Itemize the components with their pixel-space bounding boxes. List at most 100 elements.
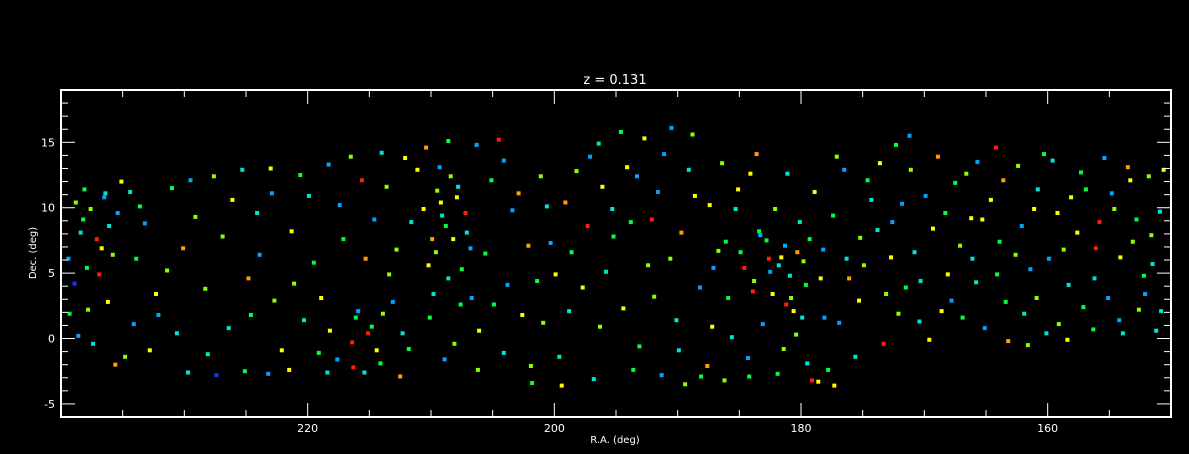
data-point [230, 197, 235, 202]
data-point [269, 191, 274, 196]
data-point [380, 311, 385, 316]
data-point [128, 190, 133, 194]
data-point [535, 279, 540, 283]
data-point [544, 204, 549, 209]
data-point [894, 142, 898, 147]
data-point [78, 230, 83, 235]
data-point [105, 299, 110, 304]
data-point [327, 328, 332, 333]
data-point [1034, 296, 1039, 300]
data-point [588, 154, 593, 159]
data-point [372, 217, 377, 222]
data-point [822, 315, 827, 320]
data-point [679, 230, 684, 235]
data-point [1146, 174, 1151, 179]
data-point [610, 207, 615, 211]
data-point [541, 320, 546, 325]
data-point [918, 279, 923, 283]
data-point [1001, 178, 1006, 183]
data-point [137, 204, 142, 209]
data-point [635, 174, 639, 179]
data-point [426, 263, 431, 268]
data-point [853, 354, 858, 359]
data-point [805, 361, 810, 366]
data-point [456, 184, 461, 189]
data-point [390, 299, 395, 304]
data-point [103, 191, 108, 196]
data-point [927, 337, 932, 342]
data-point [1003, 299, 1008, 304]
data-point [113, 362, 118, 367]
data-point [758, 233, 763, 238]
data-point [86, 307, 91, 312]
data-point [750, 289, 755, 294]
data-point [156, 313, 161, 317]
data-point [1081, 305, 1086, 310]
data-point [964, 171, 969, 176]
data-point [831, 213, 836, 218]
data-point [553, 272, 558, 277]
data-point [746, 356, 750, 361]
data-point [97, 272, 102, 277]
data-point [226, 326, 231, 331]
data-point [557, 354, 562, 359]
data-point [415, 167, 420, 172]
data-point [674, 318, 679, 323]
data-point [844, 256, 849, 261]
data-point [801, 259, 806, 264]
data-point [1013, 252, 1018, 257]
data-point [421, 207, 426, 211]
data-point [203, 286, 208, 291]
data-point [733, 207, 738, 211]
data-point [510, 208, 515, 213]
data-point [686, 167, 691, 172]
data-point [181, 246, 186, 251]
data-point [255, 211, 260, 215]
data-point [783, 243, 787, 248]
data-point [917, 319, 922, 324]
data-point [837, 320, 842, 325]
data-point [773, 207, 778, 211]
data-point [403, 156, 408, 160]
data-point [574, 169, 579, 174]
data-point [1083, 187, 1088, 192]
data-point [406, 347, 411, 351]
data-point [958, 243, 963, 248]
data-point [975, 159, 980, 164]
data-point [818, 276, 823, 281]
data-point [764, 238, 769, 243]
data-point [1056, 322, 1061, 327]
data-point [993, 145, 998, 150]
data-point [369, 324, 374, 329]
data-point [400, 331, 405, 336]
data-point [842, 167, 847, 172]
data-point [220, 234, 225, 239]
y-tick-label: -5 [44, 398, 55, 411]
data-point [652, 294, 657, 299]
data-point [618, 129, 623, 134]
data-point [311, 260, 316, 265]
data-point [147, 348, 152, 353]
data-point [705, 364, 710, 368]
data-point [84, 265, 89, 270]
data-point [387, 272, 392, 277]
data-point [1066, 282, 1071, 287]
data-point [797, 220, 802, 225]
data-point [1035, 187, 1040, 192]
data-point [463, 211, 468, 215]
data-point [1117, 318, 1122, 323]
data-point [348, 154, 353, 159]
data-point [766, 256, 771, 261]
data-point [424, 145, 429, 150]
data-point [857, 298, 861, 303]
data-point [477, 328, 482, 333]
data-point [409, 220, 414, 225]
data-point [738, 250, 743, 255]
data-point [489, 178, 494, 183]
data-point [1006, 339, 1011, 344]
data-point [875, 228, 880, 232]
data-point [468, 246, 473, 251]
data-point [1143, 292, 1148, 296]
y-tick-label: 15 [41, 136, 55, 149]
data-point [1128, 178, 1133, 183]
